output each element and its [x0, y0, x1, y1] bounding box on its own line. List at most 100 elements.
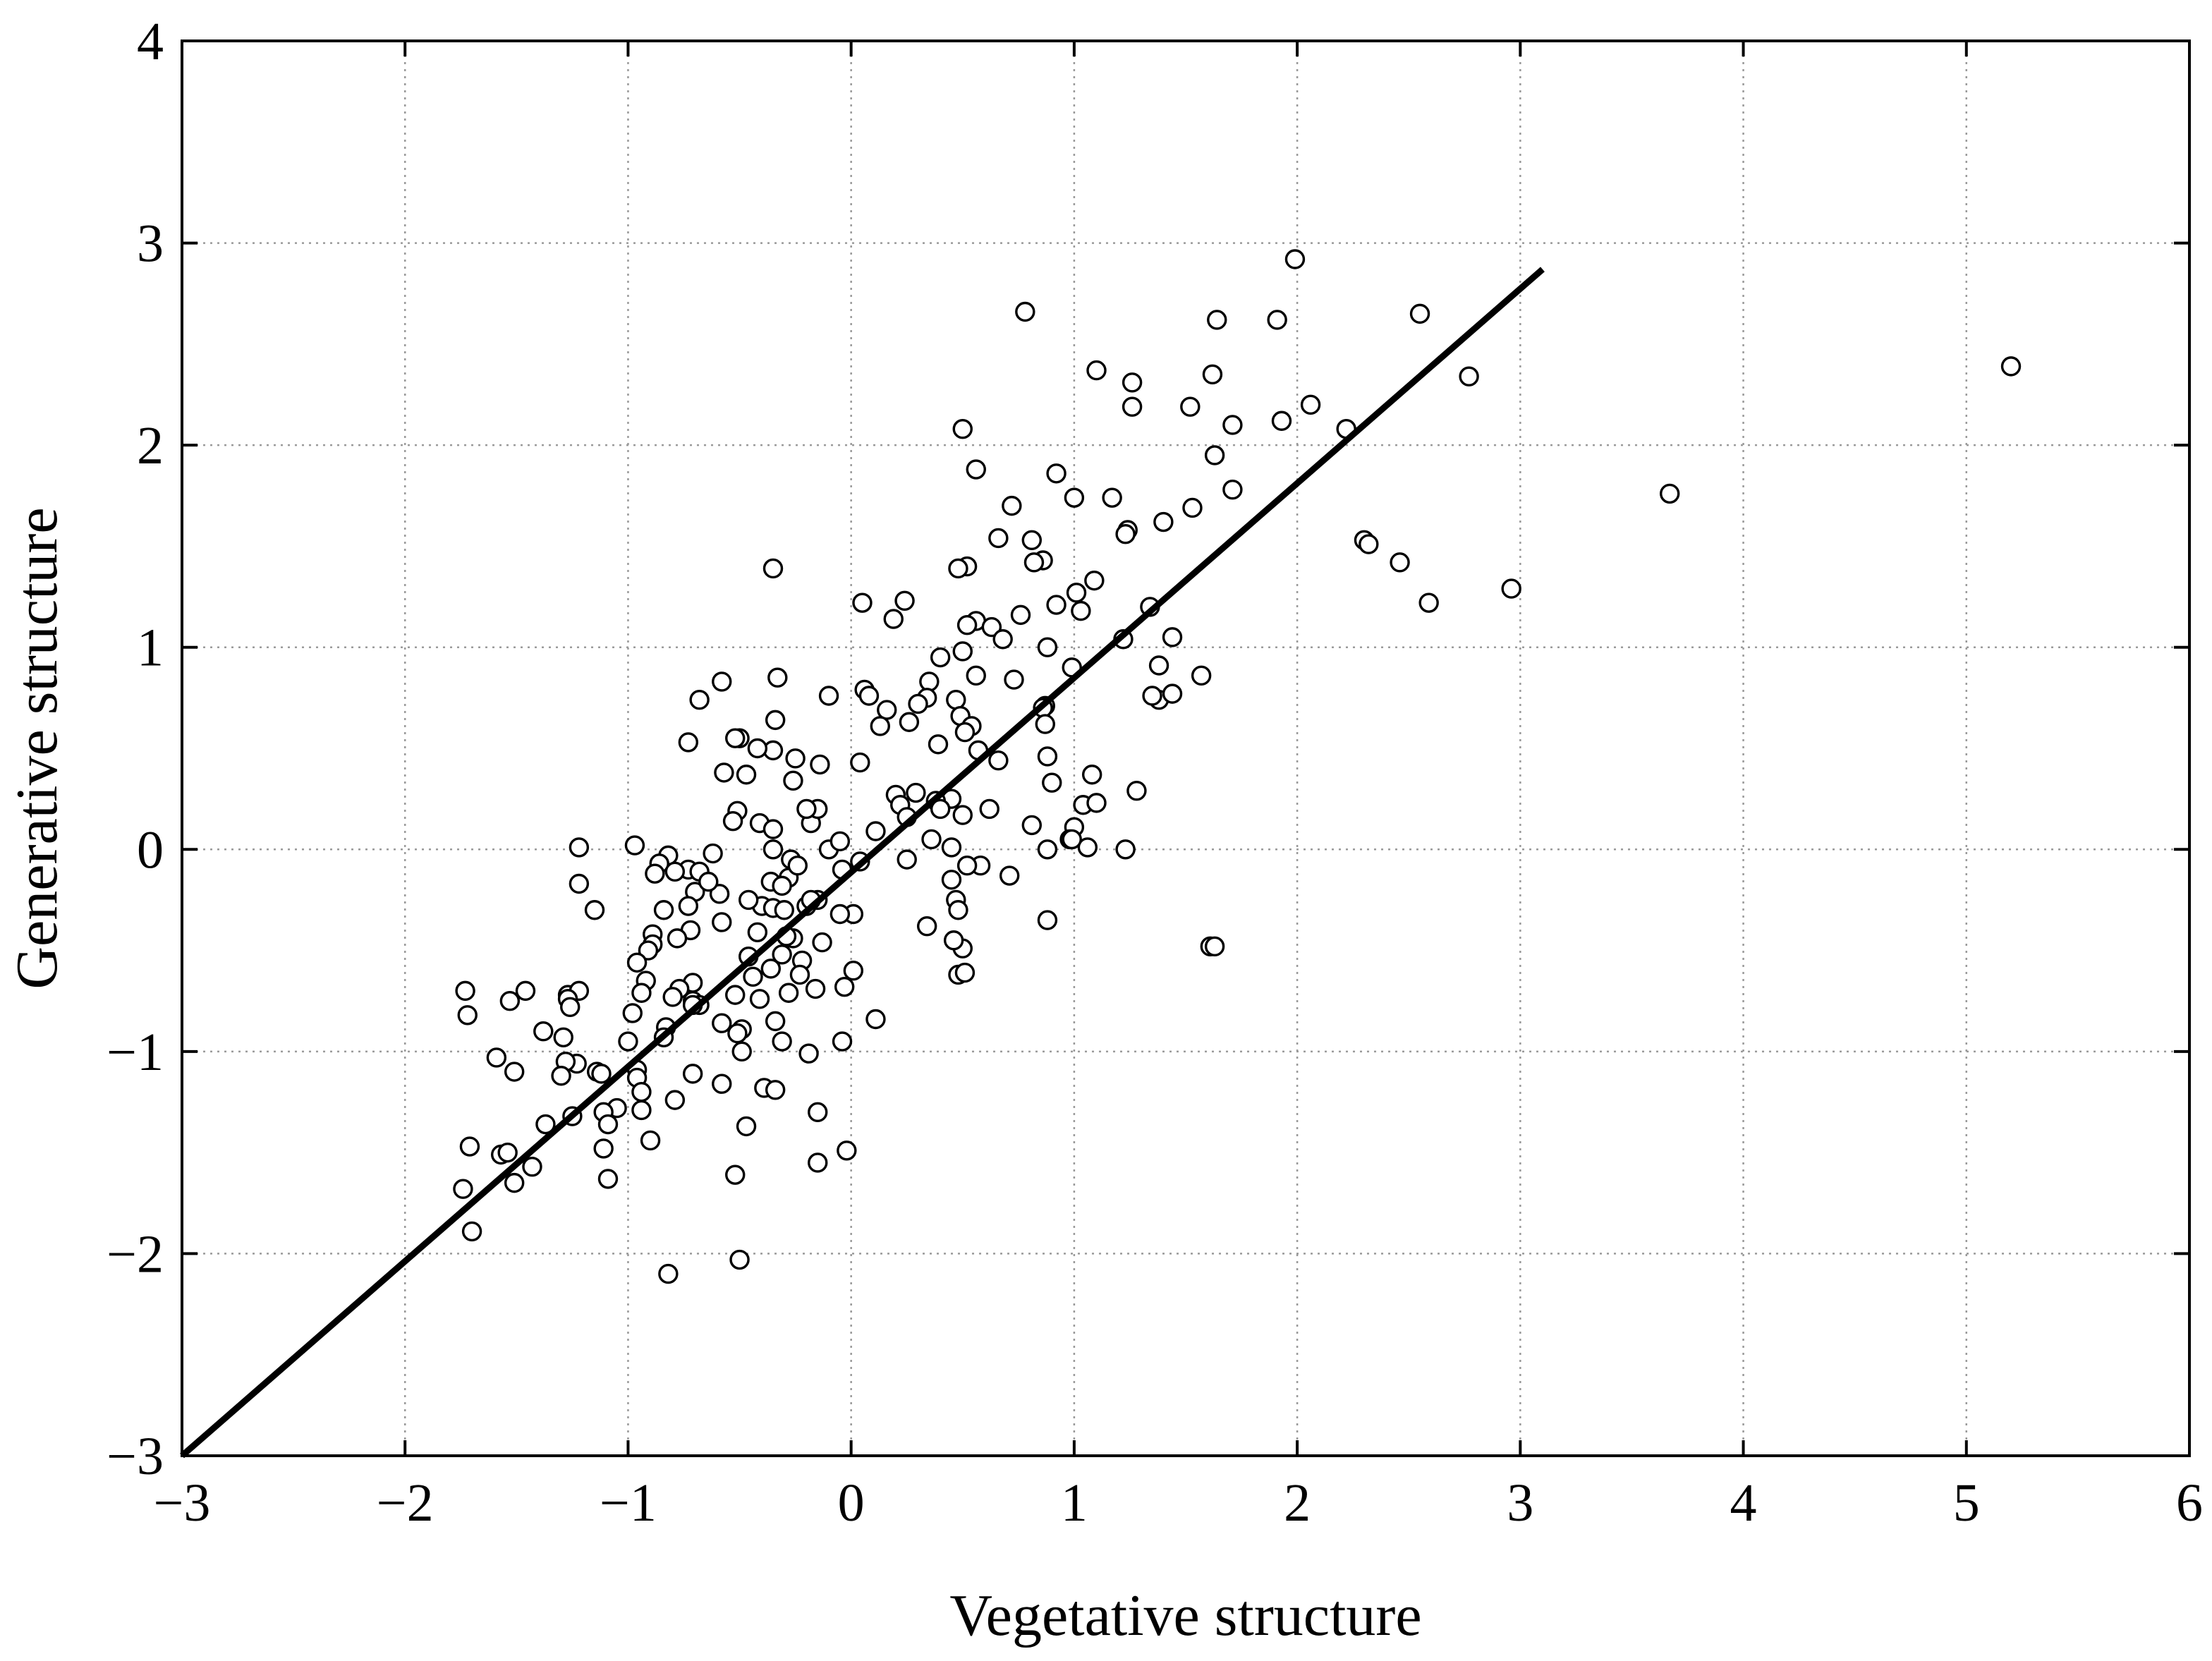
data-point	[1023, 552, 1045, 573]
data-point	[497, 1142, 518, 1163]
data-point	[1267, 310, 1287, 330]
data-point	[899, 712, 920, 732]
data-point	[966, 665, 986, 686]
data-point	[535, 1114, 556, 1135]
data-point	[805, 978, 826, 999]
data-point	[714, 762, 734, 783]
data-point	[1180, 396, 1201, 417]
data-point	[789, 964, 810, 985]
data-point	[956, 614, 978, 635]
data-point	[765, 1011, 786, 1032]
data-point	[762, 839, 784, 860]
data-point	[1037, 746, 1058, 767]
data-point	[739, 889, 759, 911]
data-point	[624, 835, 645, 856]
y-tick-labels: −3 −2 −1 0 1 2 3 4	[107, 12, 164, 1486]
data-point	[956, 856, 978, 876]
data-point	[832, 1031, 853, 1052]
data-point	[2000, 356, 2022, 377]
data-point	[1148, 655, 1169, 676]
data-point	[1222, 415, 1243, 435]
data-point	[499, 991, 521, 1011]
data-point	[894, 590, 915, 612]
data-point	[1202, 364, 1223, 385]
data-point	[778, 982, 799, 1003]
data-point	[1015, 301, 1035, 322]
data-point	[988, 528, 1009, 549]
data-point	[916, 915, 937, 937]
data-point	[1207, 310, 1227, 330]
data-point	[858, 686, 880, 706]
data-point	[883, 609, 904, 629]
data-point	[830, 831, 851, 852]
x-tick-label: 6	[2176, 1473, 2203, 1533]
data-point	[698, 871, 719, 892]
data-point	[1035, 714, 1055, 734]
data-point	[453, 1179, 473, 1199]
data-point	[1037, 637, 1058, 657]
data-point	[941, 837, 962, 858]
x-tick-label: 2	[1284, 1473, 1311, 1533]
data-point	[774, 900, 795, 920]
data-point	[658, 1263, 679, 1284]
data-point	[455, 980, 475, 1002]
data-point	[722, 810, 743, 832]
data-point	[787, 856, 808, 876]
data-point	[767, 667, 788, 688]
data-point	[772, 944, 792, 965]
data-point	[678, 896, 699, 916]
data-point	[979, 798, 999, 820]
data-point	[785, 748, 806, 769]
data-point	[830, 903, 851, 925]
data-point	[664, 1090, 686, 1110]
data-point	[1010, 604, 1031, 626]
data-point	[988, 750, 1009, 771]
data-point	[631, 1100, 652, 1121]
data-point	[1086, 360, 1107, 381]
data-point	[870, 716, 890, 736]
y-tick-label: 3	[137, 214, 164, 274]
data-point	[1115, 524, 1136, 544]
data-point	[1002, 495, 1022, 516]
data-point	[712, 671, 732, 692]
data-point	[1021, 815, 1043, 836]
data-point	[1102, 487, 1122, 508]
data-point	[1021, 530, 1043, 551]
data-point	[966, 459, 986, 480]
y-tick-label: −2	[107, 1224, 164, 1284]
data-point	[486, 1047, 507, 1068]
x-tick-label: 0	[838, 1473, 865, 1533]
data-point	[765, 710, 786, 731]
data-point	[664, 861, 686, 882]
data-point	[640, 1130, 661, 1151]
data-point	[952, 419, 973, 439]
data-point	[1359, 534, 1379, 554]
data-point	[941, 870, 962, 890]
data-point	[921, 829, 942, 850]
data-point	[584, 900, 605, 920]
data-point	[906, 782, 926, 803]
x-tick-labels: −3 −2 −1 0 1 2 3 4 5 6	[154, 1473, 2203, 1533]
data-point	[1077, 837, 1098, 858]
data-point	[560, 997, 581, 1018]
regression-line	[180, 267, 1545, 1459]
data-point	[999, 865, 1020, 886]
data-point	[1046, 463, 1066, 484]
data-point	[622, 1003, 643, 1023]
data-point	[1046, 595, 1066, 615]
data-point	[731, 1041, 752, 1062]
data-point	[593, 1138, 614, 1159]
data-point	[533, 1021, 554, 1042]
data-point	[919, 671, 940, 692]
data-point	[852, 592, 873, 613]
data-point	[796, 798, 817, 820]
data-point	[1501, 578, 1521, 599]
data-point	[812, 932, 832, 953]
y-tick-label: 1	[137, 619, 164, 678]
data-point	[762, 558, 784, 579]
data-point	[810, 754, 830, 775]
data-point	[689, 690, 710, 710]
data-point	[765, 1080, 786, 1100]
plot-frame	[181, 39, 2191, 1457]
data-point	[1182, 497, 1203, 518]
